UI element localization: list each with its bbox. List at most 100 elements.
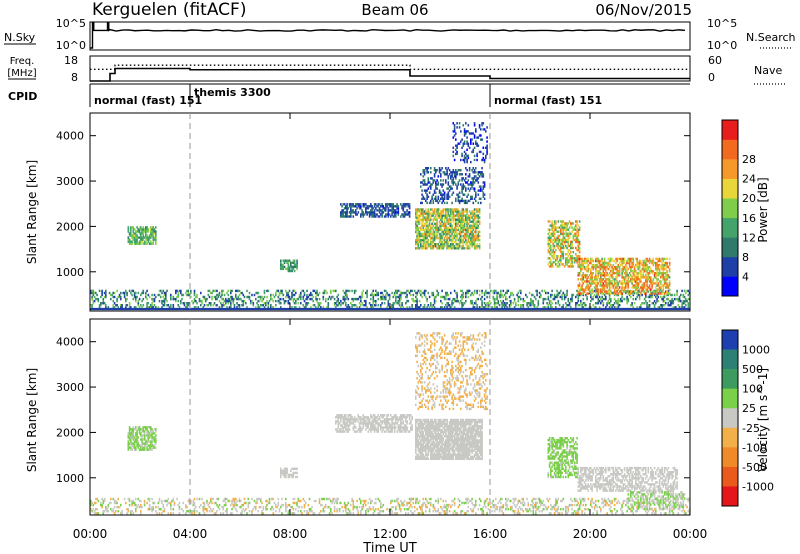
heatmap-cell: [358, 205, 361, 208]
heatmap-cell: [322, 291, 325, 295]
heatmap-cell: [656, 280, 658, 283]
heatmap-cell: [180, 291, 182, 295]
heatmap-cell: [456, 193, 458, 196]
heatmap-cell: [428, 181, 431, 184]
heatmap-cell: [446, 216, 448, 219]
heatmap-cell: [422, 197, 425, 200]
heatmap-cell: [662, 274, 665, 277]
heatmap-cell: [473, 146, 476, 149]
heatmap-cell: [425, 232, 427, 236]
heatmap-cell: [206, 297, 208, 301]
heatmap-cell: [428, 216, 431, 219]
heatmap-cell: [473, 169, 476, 172]
heatmap-cell: [377, 304, 380, 307]
heatmap-cell: [473, 210, 476, 213]
heatmap-cell: [368, 211, 371, 214]
heatmap-cell: [476, 245, 478, 248]
heatmap-cell: [461, 152, 463, 156]
heatmap-cell: [365, 211, 367, 214]
heatmap-cell: [121, 306, 123, 309]
heatmap-cell: [472, 293, 475, 297]
heatmap-cell: [465, 189, 467, 192]
heatmap-cell: [293, 512, 296, 515]
heatmap-cell: [152, 299, 155, 303]
heatmap-cell: [586, 261, 588, 265]
heatmap-cell: [93, 501, 96, 505]
heatmap-cell: [486, 144, 488, 147]
heatmap-cell: [445, 295, 447, 299]
heatmap-cell: [460, 226, 462, 230]
heatmap-cell: [257, 510, 260, 513]
heatmap-cell: [571, 226, 573, 229]
heatmap-cell: [613, 259, 616, 263]
heatmap-cell: [432, 247, 435, 250]
heatmap-cell: [642, 267, 645, 271]
heatmap-cell: [428, 218, 431, 221]
heatmap-cell: [132, 228, 135, 231]
heatmap-cell: [622, 257, 625, 261]
heatmap-cell: [626, 261, 628, 265]
heatmap-cell: [141, 299, 143, 303]
heatmap-cell: [580, 286, 582, 289]
heatmap-cell: [445, 208, 447, 211]
heatmap-cell: [126, 512, 128, 515]
heatmap-cell: [566, 226, 568, 229]
heatmap-cell: [135, 240, 137, 243]
heatmap-cell: [432, 218, 435, 221]
heatmap-cell: [447, 236, 450, 240]
heatmap-cell: [590, 274, 592, 277]
heatmap-cell: [440, 193, 442, 196]
heatmap-cell: [130, 242, 132, 245]
heatmap-cell: [185, 503, 187, 507]
heatmap-cell: [393, 215, 396, 218]
heatmap-cell: [433, 230, 436, 234]
heatmap-cell: [427, 187, 430, 190]
heatmap-cell: [648, 288, 651, 291]
heatmap-cell: [441, 236, 443, 240]
heatmap-cell: [678, 297, 681, 301]
heatmap-cell: [190, 499, 192, 503]
heatmap-cell: [355, 205, 357, 208]
heatmap-cell: [150, 304, 152, 307]
heatmap-cell: [473, 291, 476, 295]
nsky-right-tick-high: 10^5: [707, 17, 737, 30]
heatmap-cell: [130, 230, 132, 233]
heatmap-cell: [381, 510, 383, 513]
heatmap-cell: [473, 208, 476, 211]
heatmap-cell: [363, 213, 366, 216]
heatmap-cell: [556, 257, 558, 260]
heatmap-cell: [580, 302, 582, 305]
heatmap-cell: [376, 293, 378, 297]
heatmap-cell: [466, 240, 468, 244]
heatmap-cell: [475, 222, 477, 225]
heatmap-cell: [430, 302, 432, 305]
heatmap-cell: [408, 501, 411, 505]
heatmap-cell: [643, 284, 646, 287]
heatmap-cell: [440, 234, 442, 238]
heatmap-cell: [656, 272, 658, 275]
heatmap-cell: [430, 218, 432, 221]
heatmap-cell: [267, 289, 270, 293]
heatmap-cell: [486, 295, 488, 299]
heatmap-cell: [430, 247, 432, 250]
heatmap-cell: [147, 293, 150, 297]
heatmap-cell: [475, 212, 477, 215]
heatmap-cell: [435, 197, 437, 200]
heatmap-cell: [406, 508, 408, 511]
heatmap-cell: [360, 297, 362, 301]
heatmap-cell: [371, 304, 373, 307]
heatmap-cell: [665, 278, 667, 281]
heatmap-cell: [447, 243, 450, 246]
heatmap-cell: [466, 226, 468, 230]
heatmap-cell: [210, 499, 212, 503]
heatmap-cell: [442, 230, 445, 234]
colorbar-swatch: [722, 256, 738, 277]
heatmap-cell: [461, 173, 463, 176]
heatmap-cell: [460, 289, 462, 293]
heatmap-cell: [616, 302, 618, 305]
heatmap-cell: [567, 265, 570, 268]
cpid-segment-label-1: themis 3300: [194, 86, 271, 99]
heatmap-cell: [152, 505, 155, 509]
heatmap-cell: [465, 218, 467, 221]
